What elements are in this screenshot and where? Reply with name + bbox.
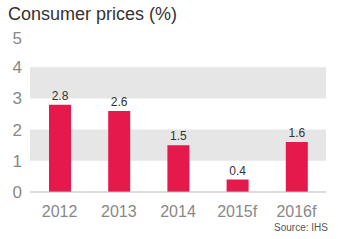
svg-text:2013: 2013: [101, 203, 137, 220]
html-text:Source: IHS: Source: IHS: [274, 222, 328, 233]
html-text:Consumer prices (%): Consumer prices (%): [8, 4, 177, 24]
svg-text:2015f: 2015f: [217, 203, 258, 220]
svg-text:1.5: 1.5: [170, 129, 187, 143]
svg-text:2: 2: [13, 121, 22, 140]
svg-text:0: 0: [13, 183, 22, 202]
svg-text:2.8: 2.8: [52, 89, 69, 103]
svg-text:2012: 2012: [42, 203, 78, 220]
svg-text:1.6: 1.6: [288, 126, 305, 140]
svg-text:5: 5: [13, 29, 22, 48]
svg-text:2014: 2014: [160, 203, 196, 220]
svg-text:3: 3: [13, 89, 22, 108]
svg-text:2016f: 2016f: [276, 203, 317, 220]
svg-text:1: 1: [13, 152, 22, 171]
svg-text:2.6: 2.6: [111, 95, 128, 109]
svg-text:4: 4: [13, 58, 22, 77]
svg-text:0.4: 0.4: [229, 164, 246, 178]
